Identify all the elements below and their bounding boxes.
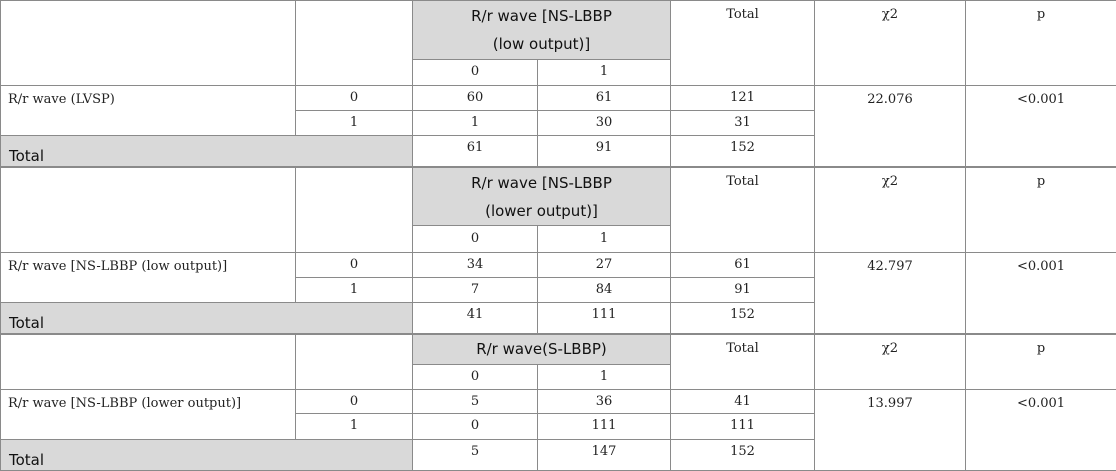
block2-column-header-line2: (lower output)] (485, 201, 598, 220)
block1-total-cell: 91 (537, 135, 671, 168)
block1-row-label: R/r wave (LVSP) (0, 84, 296, 137)
block2-total-cell: 41 (412, 302, 538, 335)
block1-col-level-0: 0 (412, 58, 538, 86)
block3-p-header: p (965, 332, 1116, 391)
block1-chi2-header: χ2 (814, 0, 966, 86)
block3-cell: 0 (412, 413, 538, 440)
block3-cell: 36 (537, 389, 671, 415)
block2-chi2-header: χ2 (814, 166, 966, 253)
block1-cell: 60 (412, 84, 538, 112)
block1-column-header-line1: R/r wave [NS-LBBP (471, 6, 612, 25)
block3-cell: 111 (537, 413, 671, 440)
block3-chi2-value: 13.997 (814, 389, 966, 471)
block3-empty-corner (0, 332, 296, 391)
block3-total-cell: 147 (537, 438, 671, 471)
block2-column-header: R/r wave [NS-LBBP (lower output)] (412, 166, 671, 227)
block3-col-level-1: 1 (537, 363, 671, 391)
block1-cell: 1 (412, 110, 538, 137)
block2-empty-level-header (295, 166, 413, 253)
block1-cell: 61 (537, 84, 671, 112)
block2-row-total: 91 (670, 276, 815, 304)
block2-cell: 84 (537, 276, 671, 304)
block2-cell: 7 (412, 276, 538, 304)
block3-cell: 5 (412, 389, 538, 415)
block3-total-row: Total 5 147 152 (0, 438, 1116, 471)
block2-empty-corner (0, 166, 296, 253)
block1-row-level-1: 1 (295, 110, 413, 137)
block3-row-label: R/r wave [NS-LBBP (lower output)] (0, 389, 296, 440)
block1-empty-corner (0, 0, 296, 86)
block1-data-row-1: 1 1 30 31 (1, 110, 1116, 137)
block3-chi2-header: χ2 (814, 332, 966, 391)
block3-row-level-1: 1 (295, 413, 413, 440)
block2-row-level-1: 1 (295, 276, 413, 304)
block1-row-total: 121 (670, 84, 815, 112)
block3-column-header: R/r wave(S-LBBP) (412, 332, 671, 365)
block2-row-level-0: 0 (295, 251, 413, 278)
block3-empty-level-header (295, 332, 413, 391)
block2-grand-total: 152 (670, 302, 815, 335)
block2-data-row-0: R/r wave [NS-LBBP (low output)] 0 34 27 … (0, 251, 1116, 335)
block3-level-row: 0 1 (1, 363, 1116, 391)
block3-data-row-0: R/r wave [NS-LBBP (lower output)] 0 5 36… (0, 389, 1116, 471)
block1-row-level-0: 0 (295, 84, 413, 112)
block2-total-cell: 111 (537, 302, 671, 335)
block3-total-cell: 5 (412, 438, 538, 471)
block2-data-row-1: 1 7 84 91 (1, 276, 1116, 304)
block3-total-header: Total (670, 332, 815, 391)
block1-chi2-value: 22.076 (814, 84, 966, 168)
block3-row-total: 111 (670, 413, 815, 440)
block1-col-level-1: 1 (537, 58, 671, 86)
block2-cell: 34 (412, 251, 538, 278)
block2-total-row: Total 41 111 152 (0, 302, 1116, 335)
block3-grand-total: 152 (670, 438, 815, 471)
block1-total-row: Total 61 91 152 (0, 135, 1116, 168)
block2-row-total: 61 (670, 251, 815, 278)
block1-empty-level-header (295, 0, 413, 86)
block1-grand-total: 152 (670, 135, 815, 168)
block2-level-row: 0 1 (1, 225, 1116, 253)
block3-row-level-0: 0 (295, 389, 413, 415)
block1-column-header: R/r wave [NS-LBBP (low output)] (412, 0, 671, 60)
block2-p-value: <0.001 (965, 251, 1116, 335)
block1-total-cell: 61 (412, 135, 538, 168)
block2-column-header-line1: R/r wave [NS-LBBP (471, 173, 612, 192)
block3-row-total: 41 (670, 389, 815, 415)
block1-p-header: p (965, 0, 1116, 86)
block3-p-value: <0.001 (965, 389, 1116, 471)
block3-total-label: Total (0, 438, 413, 471)
block2-total-label: Total (0, 302, 413, 335)
block1-column-header-line2: (low output)] (492, 34, 591, 53)
block1-data-row-0: R/r wave (LVSP) 0 60 61 121 22.076 <0.00… (0, 84, 1116, 168)
block3-col-level-0: 0 (412, 363, 538, 391)
block2-header-row: R/r wave [NS-LBBP (lower output)] Total … (0, 166, 1116, 253)
block2-p-header: p (965, 166, 1116, 253)
block1-header-row: R/r wave [NS-LBBP (low output)] Total χ2… (0, 0, 1116, 86)
block2-cell: 27 (537, 251, 671, 278)
block2-total-header: Total (670, 166, 815, 253)
block1-row-total: 31 (670, 110, 815, 137)
block2-chi2-value: 42.797 (814, 251, 966, 335)
block3-header-row: R/r wave(S-LBBP) Total χ2 p (0, 332, 1116, 391)
block2-col-level-1: 1 (537, 225, 671, 253)
block1-cell: 30 (537, 110, 671, 137)
block2-col-level-0: 0 (412, 225, 538, 253)
block1-total-header: Total (670, 0, 815, 86)
block2-row-label: R/r wave [NS-LBBP (low output)] (0, 251, 296, 304)
block1-p-value: <0.001 (965, 84, 1116, 168)
block1-total-label: Total (0, 135, 413, 168)
